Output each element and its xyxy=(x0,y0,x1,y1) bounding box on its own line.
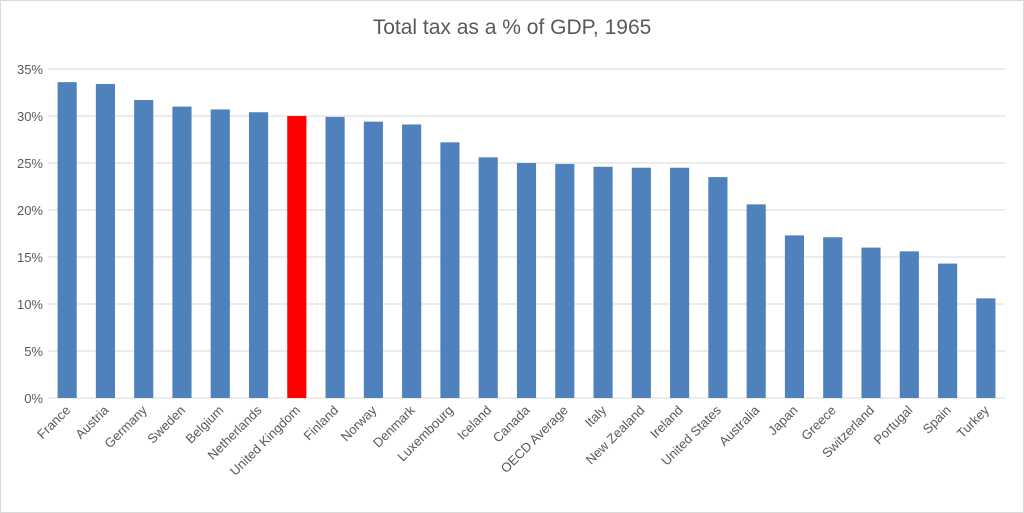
x-tick-label: Italy xyxy=(582,402,610,430)
x-tick-label: Australia xyxy=(716,402,763,449)
bar-iceland xyxy=(478,157,498,398)
bar-australia xyxy=(746,204,766,398)
bar-united-kingdom xyxy=(287,116,307,398)
bar-luxembourg xyxy=(440,142,460,398)
bar-greece xyxy=(823,237,843,398)
bar-canada xyxy=(516,163,537,398)
y-tick-label: 35% xyxy=(17,62,43,77)
bar-turkey xyxy=(976,298,996,398)
y-tick-label: 5% xyxy=(24,344,43,359)
bar-portugal xyxy=(899,251,919,398)
bar-germany xyxy=(134,100,154,399)
y-tick-label: 25% xyxy=(17,156,43,171)
y-tick-label: 15% xyxy=(17,250,43,265)
bar-netherlands xyxy=(248,112,269,399)
x-axis: France AustriaGermanySwedenBelgiumNetherl… xyxy=(34,402,992,479)
bar-spain xyxy=(938,263,958,398)
x-tick-label: Sweden xyxy=(144,403,188,447)
bar-switzerland xyxy=(861,247,881,398)
bar-japan xyxy=(784,235,805,398)
bar-sweden xyxy=(172,106,192,398)
x-tick-label: United Kingdom xyxy=(227,403,303,479)
bar-oecd-average xyxy=(555,163,575,398)
bar-italy xyxy=(593,166,613,398)
y-axis: 0% 5% 10% 15% 20% 25% 30% 35% xyxy=(17,62,43,406)
bar-belgium xyxy=(210,109,230,399)
y-tick-label: 30% xyxy=(17,109,43,124)
x-tick-label: Finland xyxy=(300,403,341,444)
x-tick-label: Japan xyxy=(765,403,801,439)
y-tick-label: 20% xyxy=(17,203,43,218)
x-tick-label: Portugal xyxy=(871,402,916,447)
bars xyxy=(57,82,996,399)
x-tick-label: Germany xyxy=(101,402,150,451)
y-tick-label: 0% xyxy=(24,391,43,406)
bar-finland xyxy=(325,116,345,398)
x-tick-label: Iceland xyxy=(454,403,494,443)
x-tick-label: Spain xyxy=(920,403,954,437)
bar-ireland xyxy=(670,167,690,398)
bar-norway xyxy=(363,121,383,398)
bar-austria xyxy=(95,84,115,398)
chart-title: Total tax as a % of GDP, 1965 xyxy=(372,16,652,39)
bar-france xyxy=(57,82,77,398)
x-tick-label: Turkey xyxy=(954,402,993,441)
x-tick-label: France xyxy=(34,403,73,442)
bar-united-states xyxy=(708,177,728,398)
bar-new-zealand xyxy=(631,167,651,398)
bar-denmark xyxy=(402,124,422,399)
y-tick-label: 10% xyxy=(17,297,43,312)
x-tick-label: OECD Average xyxy=(498,403,571,476)
